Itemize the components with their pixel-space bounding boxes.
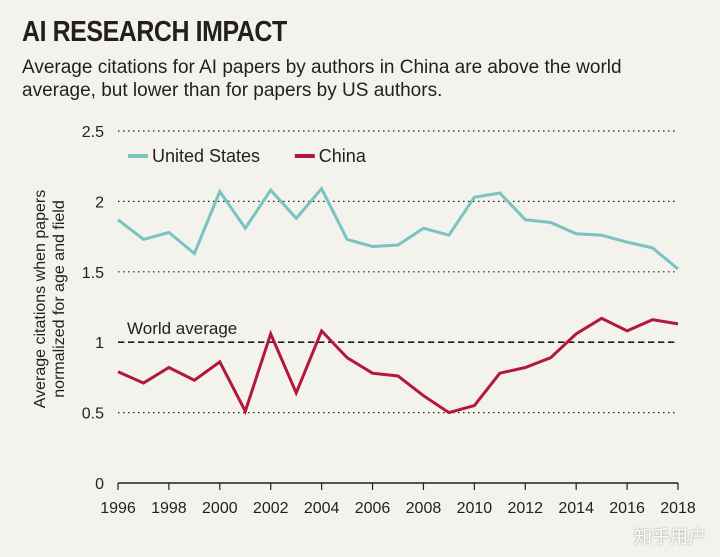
y-tick-label: 2 (95, 194, 104, 211)
x-tick-label: 2016 (609, 500, 645, 517)
x-tick-label: 2010 (457, 500, 493, 517)
x-tick-label: 1996 (100, 500, 136, 517)
y-axis-label: Average citations when papers normalized … (32, 190, 68, 409)
y-tick-label: 0 (95, 476, 104, 493)
y-tick-label: 1.5 (82, 265, 104, 282)
y-tick-label: 1 (95, 335, 104, 352)
x-tick-label: 2004 (304, 500, 340, 517)
x-tick-label: 2014 (558, 500, 594, 517)
x-tick-label: 2018 (660, 500, 696, 517)
x-tick-label: 1998 (151, 500, 187, 517)
legend-label: China (319, 146, 367, 166)
legend-label: United States (152, 146, 260, 166)
y-tick-label: 2.5 (82, 124, 104, 141)
x-tick-label: 2006 (355, 500, 391, 517)
x-tick-label: 2012 (507, 500, 543, 517)
chart-subtitle: Average citations for AI papers by autho… (22, 57, 622, 101)
x-tick-label: 2002 (253, 500, 289, 517)
watermark: 知乎用户 (634, 527, 706, 547)
chart-title: AI RESEARCH IMPACT (22, 16, 287, 48)
x-tick-label: 2000 (202, 500, 238, 517)
world-average-label: World average (127, 319, 237, 338)
series-line-united-states (117, 186, 679, 271)
series-line-china (117, 316, 679, 416)
x-tick-label: 2008 (406, 500, 442, 517)
y-tick-label: 0.5 (82, 406, 104, 423)
